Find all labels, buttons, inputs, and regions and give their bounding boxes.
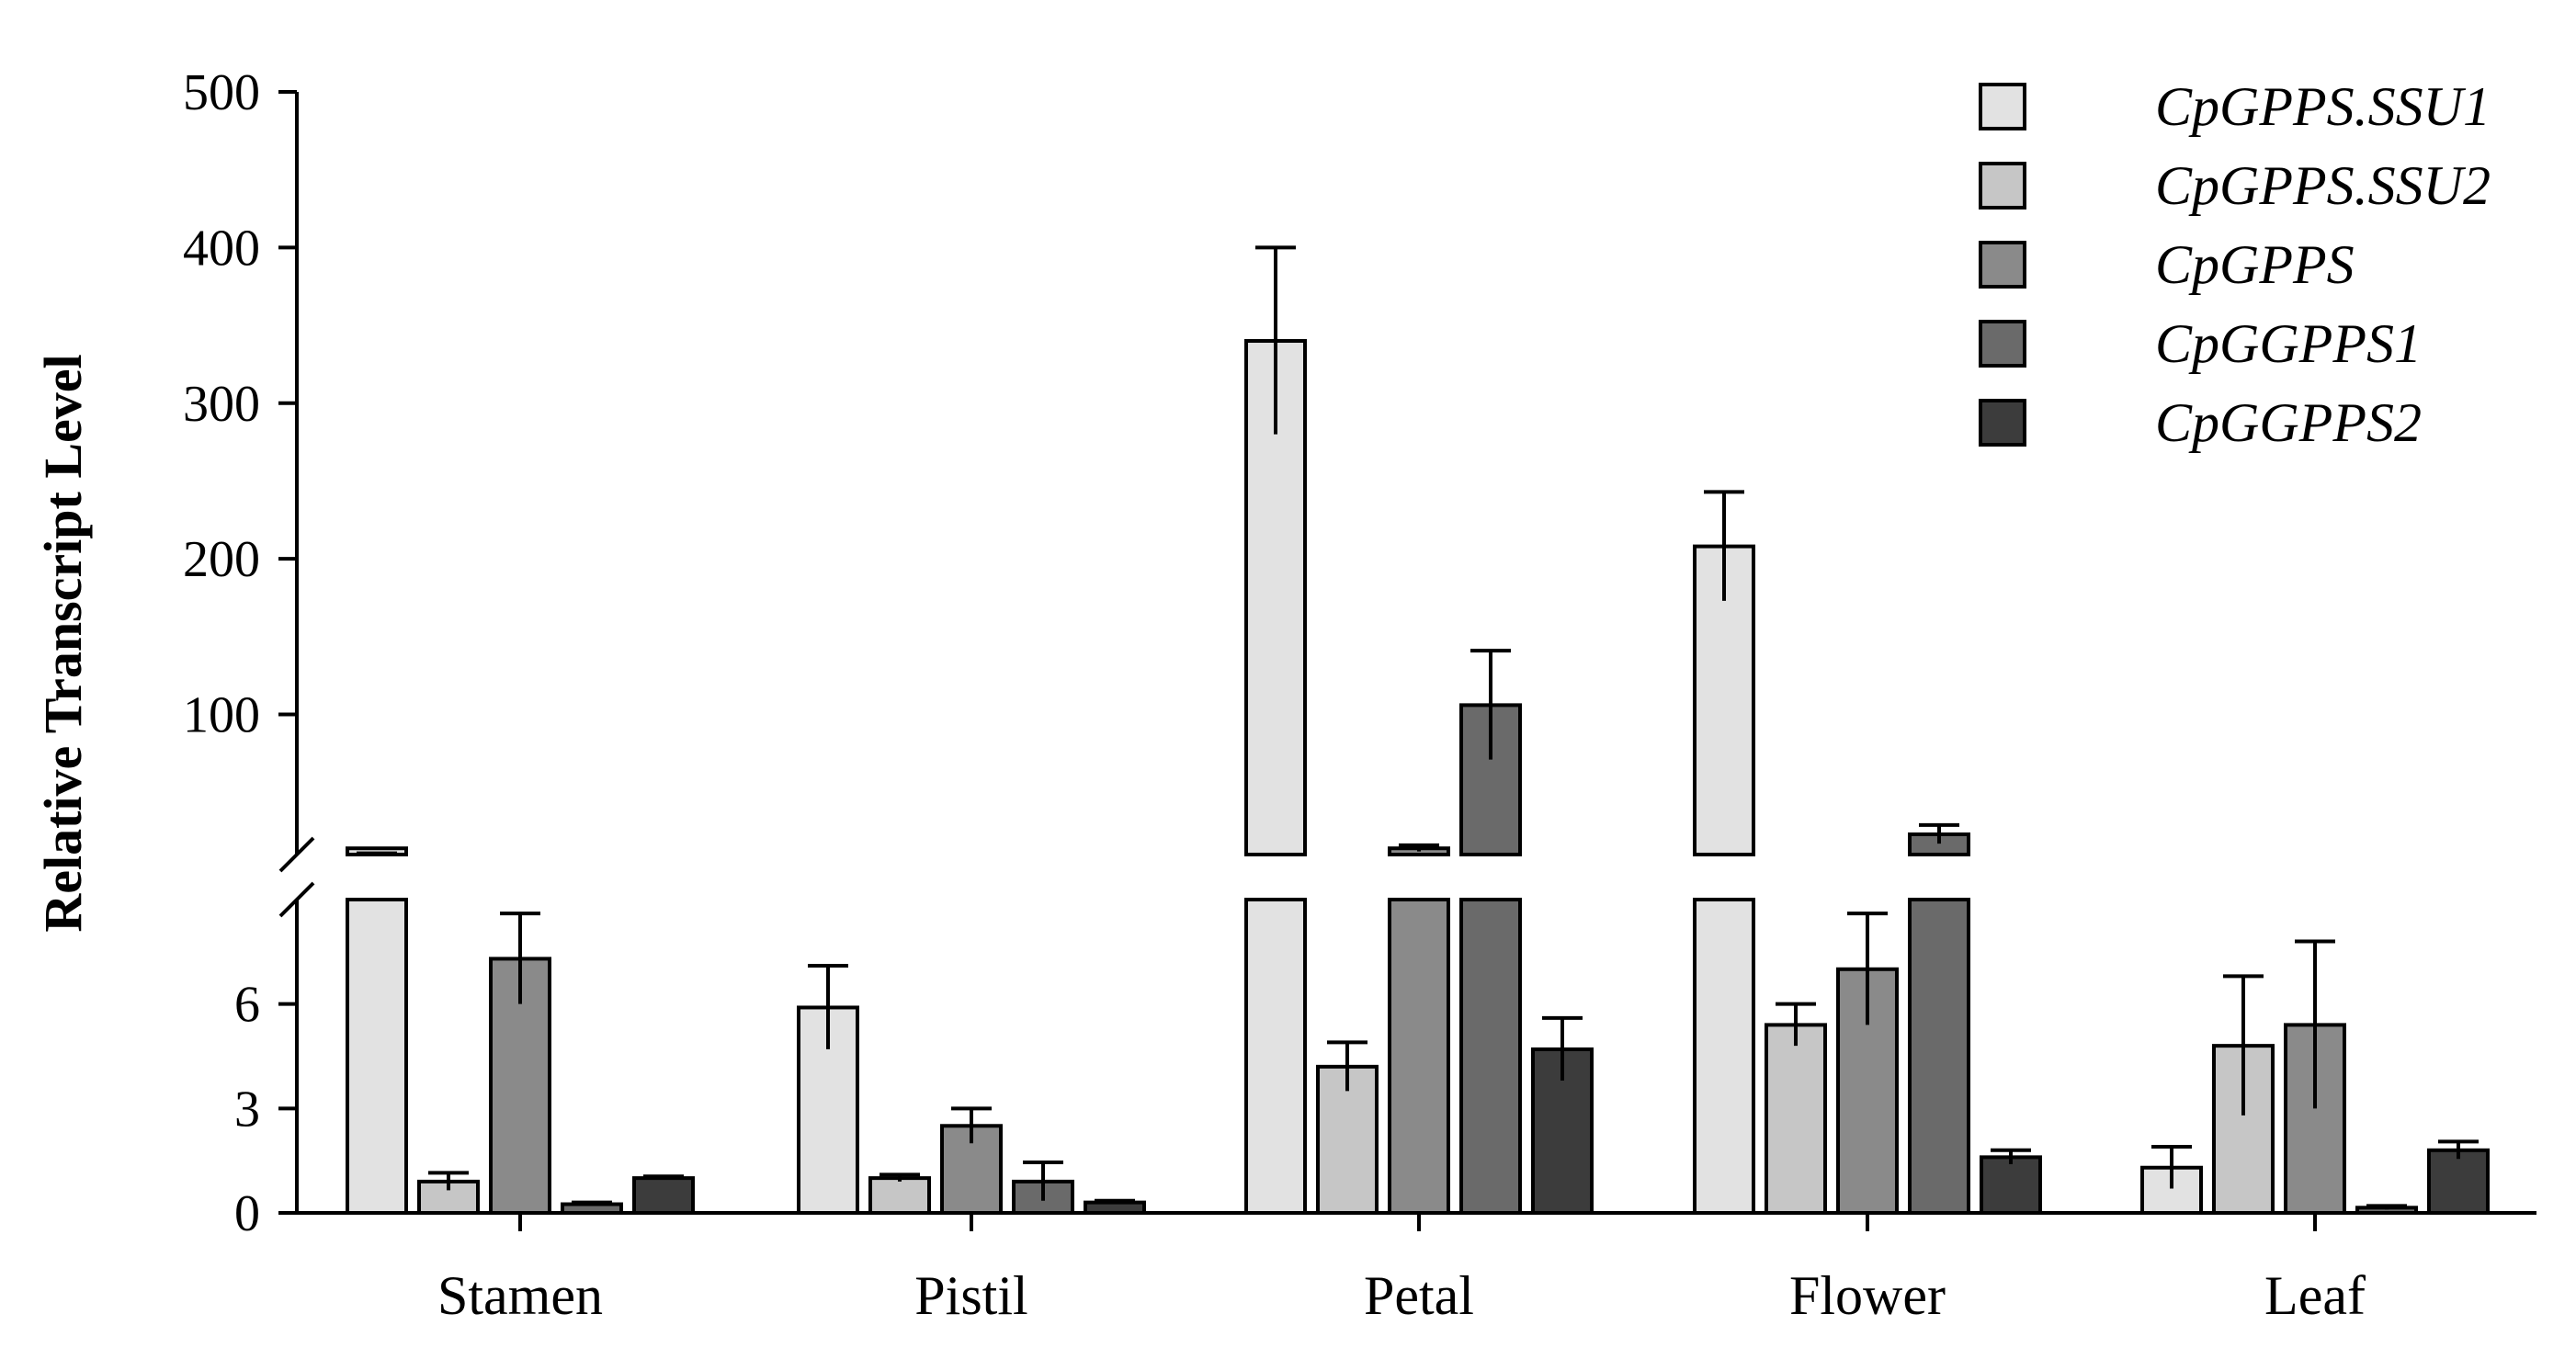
error-bar: [572, 1200, 612, 1206]
error-bar: [1991, 1148, 2031, 1164]
legend-swatch-cpgpps-ssu2: [1979, 162, 2026, 210]
error-bar: [1919, 822, 1959, 844]
category-labels: Stamen Pistil Petal Flower Leaf: [437, 1213, 2366, 1326]
legend-label-cpgpps: CpGPPS: [2155, 234, 2355, 295]
error-bar: [951, 1106, 992, 1144]
error-bar: [879, 1172, 920, 1182]
bar-cpggpps2-stamen: [632, 1176, 695, 1215]
error-bar: [2366, 1204, 2407, 1210]
legend-swatch-cpgpps-ssu1: [1979, 83, 2026, 130]
legend-swatch-cpgpps: [1979, 241, 2026, 289]
bar-cpggpps1-flower-lower: [1908, 898, 1970, 1215]
error-bar: [1255, 245, 1296, 435]
error-bars: [357, 245, 2479, 1210]
y-tick-label: 6: [234, 977, 260, 1034]
error-bar: [2151, 1145, 2192, 1189]
axis-break-mark-upper: [278, 836, 315, 873]
y-tick-label: 200: [183, 531, 260, 588]
error-bar: [1847, 912, 1888, 1025]
error-bar: [1470, 649, 1511, 760]
legend-label-cpgpps-ssu1: CpGPPS.SSU1: [2155, 76, 2491, 137]
y-tick-label: 300: [183, 376, 260, 433]
error-bar: [1095, 1198, 1135, 1205]
error-bar: [808, 963, 848, 1049]
error-bar: [1023, 1161, 1063, 1201]
bar-cpgpps-pistil: [940, 1124, 1003, 1216]
error-bar: [1542, 1015, 1583, 1082]
error-bar: [1399, 843, 1439, 852]
error-bar: [1776, 1002, 1816, 1047]
bar-cpgpps-ssu1-flower-lower: [1693, 898, 1755, 1215]
x-tick-label-flower: Flower: [1789, 1265, 1946, 1326]
legend-label-cpggpps1: CpGGPPS1: [2155, 313, 2422, 374]
y-axis-label: Relative Transcript Level: [33, 354, 93, 932]
bar-cpgpps-petal-lower: [1388, 898, 1450, 1215]
legend-label-cpgpps-ssu2: CpGPPS.SSU2: [2155, 155, 2491, 216]
axis-break-mark-lower: [278, 881, 315, 918]
bar-cpggpps1-petal-lower: [1459, 898, 1522, 1215]
legend-swatch-cpggpps1: [1979, 320, 2026, 368]
error-bar: [357, 851, 397, 855]
error-bar: [2295, 939, 2335, 1109]
x-tick-label-stamen: Stamen: [437, 1265, 603, 1326]
bar-cpgpps-ssu1-petal-lower: [1244, 898, 1307, 1215]
x-tick-label-pistil: Pistil: [914, 1265, 1027, 1326]
bar-cpgpps-ssu2-flower: [1765, 1023, 1827, 1216]
legend-swatch-cpggpps2: [1979, 399, 2026, 447]
bar-cpggpps2-flower: [1980, 1155, 2042, 1216]
y-tick-label: 400: [183, 220, 260, 277]
error-bar: [2438, 1139, 2479, 1160]
y-tick-label: 500: [183, 64, 260, 121]
legend: CpGPPS.SSU1 CpGPPS.SSU2 CpGPPS CpGGPPS1 CpGG…: [1979, 76, 2491, 453]
error-bar: [428, 1171, 469, 1191]
y-tick-label: 3: [234, 1081, 260, 1138]
bar-cpgpps-ssu1-stamen-lower: [346, 898, 408, 1215]
bar-cpggpps2-leaf: [2427, 1148, 2490, 1216]
error-bar: [1704, 490, 1744, 601]
error-bar: [2223, 974, 2264, 1116]
x-tick-label-leaf: Leaf: [2264, 1265, 2366, 1326]
error-bar: [643, 1174, 684, 1181]
error-bar: [500, 912, 540, 1004]
bar-cpgpps-ssu2-pistil: [868, 1176, 931, 1215]
y-tick-label: 100: [183, 687, 260, 744]
y-tick-label: 0: [234, 1185, 260, 1242]
x-tick-label-petal: Petal: [1364, 1265, 1474, 1326]
legend-label-cpggpps2: CpGGPPS2: [2155, 392, 2422, 453]
bars: [346, 339, 2490, 1216]
ticks: 0 3 6 100 200 300 400 500: [183, 64, 297, 1242]
error-bar: [1327, 1040, 1367, 1092]
